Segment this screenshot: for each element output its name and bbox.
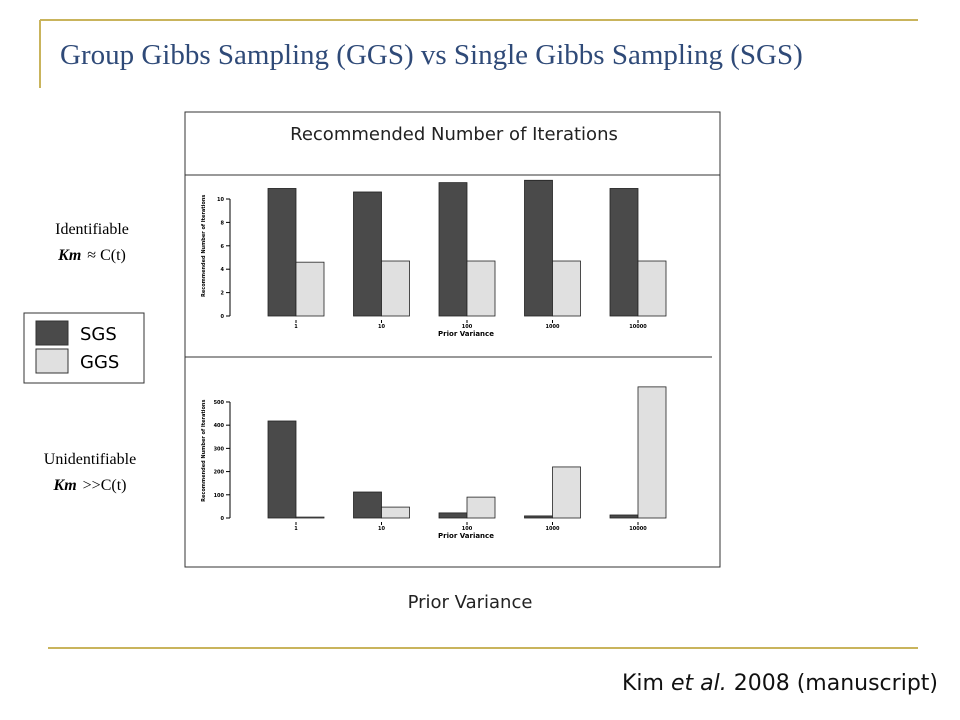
y-tick-label: 200 [214, 470, 225, 476]
km: Km [57, 247, 81, 264]
y-axis-label: Recommended Number of Iterations [201, 400, 207, 502]
citation: Kim et al. 2008 (manuscript) [622, 671, 938, 696]
bar [438, 182, 468, 317]
citation-rest: 2008 (manuscript) [734, 671, 938, 696]
legend-label: GGS [80, 352, 119, 373]
bar [552, 466, 581, 519]
relation: ≈ C(t) [87, 247, 126, 264]
bar [295, 261, 325, 317]
x-axis-label: Prior Variance [438, 532, 494, 540]
panel-x-label: Prior Variance [408, 592, 533, 613]
bar [295, 516, 325, 519]
x-tick-label: 1 [294, 324, 298, 330]
bar [637, 386, 667, 519]
y-tick-label: 4 [221, 267, 225, 273]
y-tick-label: 100 [214, 493, 225, 499]
citation-etal: et al. [671, 671, 727, 696]
km: Km [53, 477, 77, 494]
x-tick-label: 10 [378, 324, 385, 330]
x-tick-label: 1000 [546, 526, 560, 532]
legend-swatch [35, 348, 69, 374]
slide-title: Group Gibbs Sampling (GGS) vs Single Gib… [60, 39, 803, 71]
relation: >>C(t) [83, 477, 127, 494]
bar [466, 496, 496, 519]
x-tick-label: 100 [462, 324, 473, 330]
bar [609, 514, 639, 519]
x-tick-label: 10000 [629, 324, 647, 330]
citation-author: Kim [622, 671, 664, 696]
x-tick-label: 10000 [629, 526, 647, 532]
bar [609, 188, 639, 317]
left-label: Unidentifiable [44, 451, 136, 468]
legend-swatch [35, 320, 69, 346]
panel-frame [184, 111, 721, 568]
bar [267, 420, 297, 519]
x-axis-label: Prior Variance [438, 330, 494, 338]
y-tick-label: 6 [221, 244, 225, 250]
panel-title: Recommended Number of Iterations [290, 124, 618, 145]
left-label: Km ≈ C(t) [57, 247, 126, 264]
x-tick-label: 10 [378, 526, 385, 532]
bar [552, 260, 581, 317]
left-label: Km >>C(t) [53, 477, 127, 494]
y-tick-label: 0 [221, 516, 225, 522]
bar [438, 512, 468, 519]
y-tick-label: 400 [214, 423, 225, 429]
y-tick-label: 10 [217, 197, 224, 203]
y-tick-label: 500 [214, 400, 225, 406]
legend-label: SGS [80, 324, 117, 345]
y-tick-label: 8 [221, 220, 225, 226]
bar [381, 260, 410, 317]
bar [524, 515, 553, 519]
x-tick-label: 100 [462, 526, 473, 532]
bar [466, 260, 496, 317]
y-tick-label: 300 [214, 446, 225, 452]
x-tick-label: 1 [294, 526, 298, 532]
bar [524, 179, 553, 317]
y-axis-label: Recommended Number of Iterations [201, 195, 207, 297]
bar [637, 260, 667, 317]
left-label: Identifiable [55, 221, 129, 238]
bar [353, 491, 382, 519]
bar [267, 188, 297, 317]
y-tick-label: 0 [221, 314, 225, 320]
bar [353, 191, 382, 317]
y-tick-label: 2 [221, 291, 225, 297]
bar [381, 506, 410, 519]
x-tick-label: 1000 [546, 324, 560, 330]
